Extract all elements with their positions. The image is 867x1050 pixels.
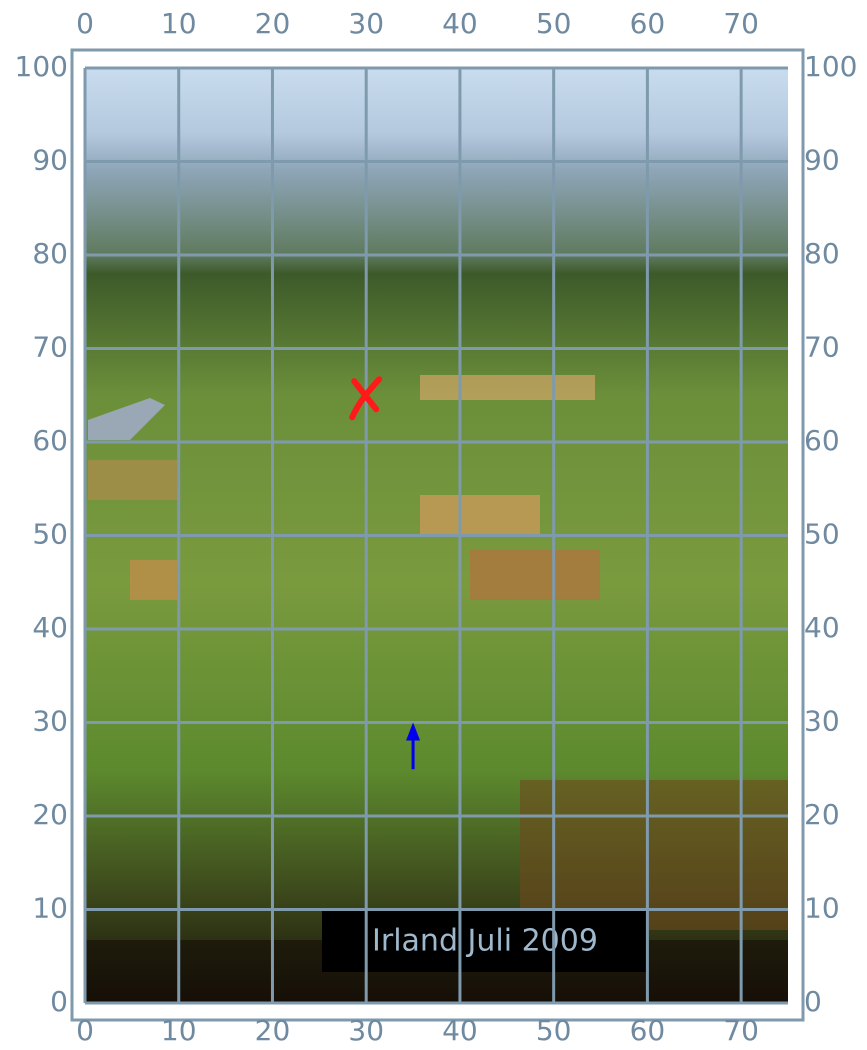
caption: Irland Juli 2009 xyxy=(372,924,598,959)
x-tick-label: 30 xyxy=(348,7,384,40)
x-tick-label: 70 xyxy=(723,1014,759,1047)
y-tick-label: 30 xyxy=(32,705,68,738)
y-tick-label: 10 xyxy=(804,892,840,925)
y-tick-label: 50 xyxy=(32,518,68,551)
y-tick-label: 20 xyxy=(32,798,68,831)
x-tick-label: 30 xyxy=(348,1014,384,1047)
y-tick-label: 40 xyxy=(32,611,68,644)
x-tick-label: 50 xyxy=(536,7,572,40)
y-tick-label: 80 xyxy=(32,237,68,270)
y-tick-label: 40 xyxy=(804,611,840,644)
y-tick-label: 60 xyxy=(804,424,840,457)
x-tick-label: 20 xyxy=(255,7,291,40)
x-tick-label: 70 xyxy=(723,7,759,40)
x-tick-label: 60 xyxy=(630,7,666,40)
x-tick-label: 50 xyxy=(536,1014,572,1047)
y-tick-label: 20 xyxy=(804,798,840,831)
y-tick-label: 100 xyxy=(15,50,68,83)
y-tick-label: 70 xyxy=(804,331,840,364)
y-tick-label: 50 xyxy=(804,518,840,551)
y-tick-label: 0 xyxy=(50,985,68,1018)
x-tick-label: 0 xyxy=(76,7,94,40)
y-tick-label: 90 xyxy=(32,144,68,177)
y-tick-label: 60 xyxy=(32,424,68,457)
y-tick-label: 0 xyxy=(804,985,822,1018)
x-tick-label: 40 xyxy=(442,1014,478,1047)
x-tick-label: 40 xyxy=(442,7,478,40)
y-tick-label: 80 xyxy=(804,237,840,270)
x-tick-label: 20 xyxy=(255,1014,291,1047)
figure: Irland Juli 2009 00101020203030404050506… xyxy=(0,0,867,1050)
y-tick-label: 90 xyxy=(804,144,840,177)
y-tick-label: 10 xyxy=(32,892,68,925)
y-tick-label: 100 xyxy=(804,50,857,83)
y-tick-label: 70 xyxy=(32,331,68,364)
x-tick-label: 10 xyxy=(161,1014,197,1047)
x-tick-label: 60 xyxy=(630,1014,666,1047)
x-tick-label: 10 xyxy=(161,7,197,40)
x-tick-label: 0 xyxy=(76,1014,94,1047)
y-tick-label: 30 xyxy=(804,705,840,738)
